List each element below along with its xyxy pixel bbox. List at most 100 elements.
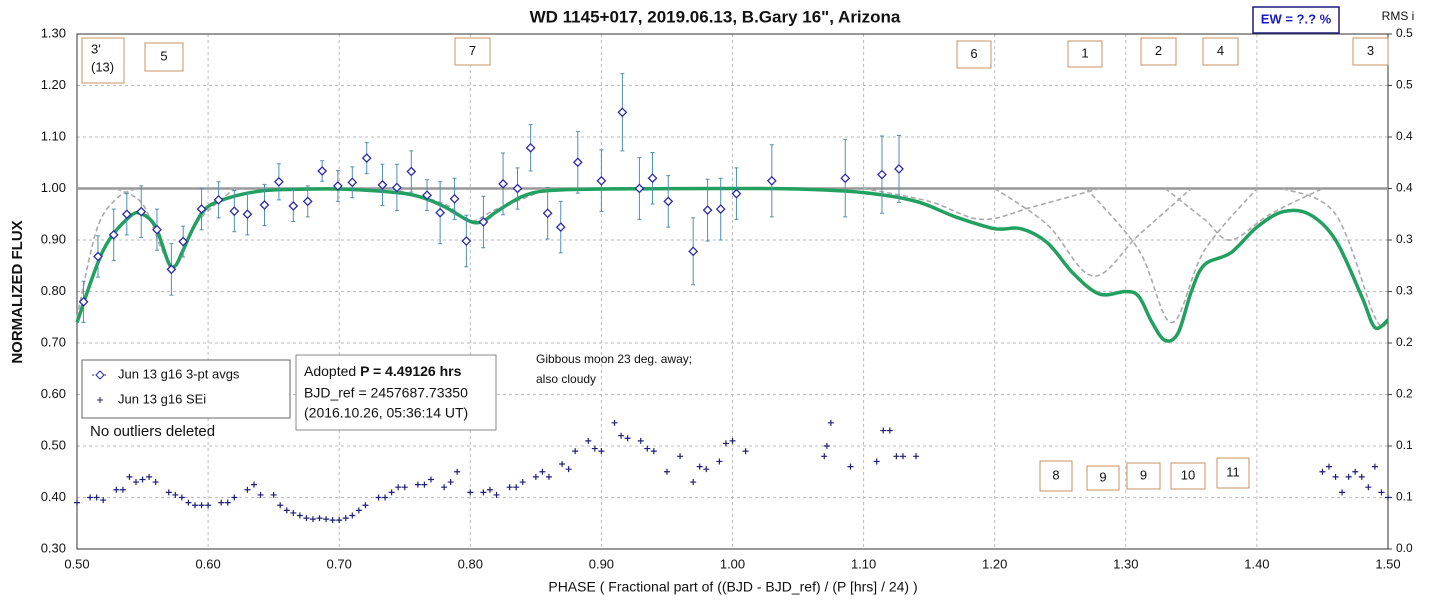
plus-point (690, 479, 697, 486)
y2-tick-label: 0.1 (1396, 490, 1413, 504)
y-tick-label: 0.70 (41, 334, 66, 349)
plus-point (847, 463, 854, 470)
diamond-point (213, 194, 224, 205)
diamond-point (555, 222, 566, 233)
x-tick-label: 1.40 (1244, 556, 1269, 571)
x-tick-label: 1.30 (1113, 556, 1138, 571)
diamond-point (136, 206, 147, 217)
diamond-point (152, 224, 162, 235)
plus-point (572, 448, 579, 455)
plus-point (336, 517, 343, 524)
bjd-date: (2016.10.26, 05:36:14 UT) (304, 405, 468, 421)
plus-point (395, 484, 402, 491)
diamond-point (302, 196, 313, 207)
y2-tick-label: 0.5 (1396, 26, 1413, 40)
diamond-point (317, 166, 328, 176)
plus-point (74, 499, 80, 506)
plus-point (119, 486, 126, 493)
diamond-point (78, 296, 89, 307)
marker-box (1039, 460, 1073, 492)
plus-point (290, 509, 297, 516)
marker-label: 9 (1140, 467, 1147, 482)
marker-label: 6 (970, 46, 977, 61)
diamond-point (617, 107, 628, 118)
diamond-point (406, 166, 417, 177)
y-axis-label: NORMALIZED FLUX (9, 220, 26, 363)
plus-point (1365, 484, 1372, 491)
diamond-point (93, 251, 103, 262)
plus-point (677, 453, 684, 460)
y-tick-label: 1.10 (41, 128, 66, 143)
diamond-point (108, 229, 119, 240)
plus-point (244, 486, 251, 493)
ew-label: EW = ?.? % (1261, 11, 1332, 26)
plus-point (1378, 489, 1385, 496)
diamond-point (688, 246, 699, 257)
model-curve (75, 186, 1390, 343)
plus-point (191, 502, 198, 509)
plus-point (519, 479, 526, 486)
diamond-point (572, 157, 583, 168)
x-tick-label: 0.90 (589, 556, 614, 571)
marker-label: 4 (1217, 43, 1224, 58)
marker-box (81, 37, 125, 84)
diamond-point (731, 188, 742, 199)
plus-point (532, 473, 539, 480)
plus-point (277, 502, 284, 509)
plus-point (185, 499, 192, 506)
y-tick-label: 0.90 (41, 231, 66, 246)
plus-point (611, 419, 618, 426)
legend-diamond (95, 370, 105, 380)
diamond-point (242, 209, 253, 220)
plus-point (303, 515, 310, 522)
x-tick-label: 1.00 (720, 556, 745, 571)
plus-point (1358, 473, 1365, 480)
diamond-point (663, 196, 674, 207)
marker-label: 11 (1226, 464, 1240, 479)
plus-point (1345, 473, 1352, 480)
plus-point (618, 432, 625, 439)
diamond-point (715, 204, 726, 215)
plus-point (480, 489, 487, 496)
plus-point (447, 479, 454, 486)
diamond-point (525, 142, 536, 153)
marker-box (1352, 37, 1389, 66)
legend-label: Jun 13 g16 3-pt avgs (118, 366, 240, 381)
marker-label: 3' (91, 41, 101, 56)
plus-point (722, 440, 729, 447)
legend-box (81, 359, 291, 419)
model-component (863, 187, 1100, 221)
plus-point (703, 466, 710, 473)
marker-box (1170, 462, 1206, 490)
y-tick-label: 0.60 (41, 386, 66, 401)
y-tick-label: 1.30 (41, 25, 66, 40)
legend-label: Jun 13 g16 SEi (118, 391, 206, 406)
plus-point (388, 489, 395, 496)
plus-point (742, 448, 749, 455)
diamond-point (196, 204, 207, 215)
plus-point (716, 458, 723, 465)
plus-point (427, 476, 434, 483)
plus-point (349, 512, 356, 519)
chart-title: WD 1145+017, 2019.06.13, B.Gary 16", Ari… (530, 7, 901, 26)
marker-label: 9 (1099, 469, 1106, 484)
moon-note: also cloudy (536, 372, 596, 386)
period-box (295, 354, 497, 431)
diamond-point (498, 178, 508, 189)
x-axis-label: PHASE ( Fractional part of ((BJD - BJD_r… (548, 579, 917, 595)
plus-point (1385, 494, 1391, 501)
plus-point (823, 443, 830, 449)
plus-point (355, 507, 362, 514)
plus-point (486, 486, 493, 493)
y2-tick-label: 0.4 (1396, 181, 1413, 195)
diamond-point (435, 207, 446, 218)
plus-point (827, 419, 834, 426)
plus-point (565, 466, 572, 473)
plus-point (886, 427, 893, 434)
plus-point (1326, 463, 1333, 470)
x-tick-label: 1.10 (851, 556, 876, 571)
plus-point (650, 448, 657, 455)
model-component (1164, 187, 1323, 241)
plus-point (296, 512, 303, 519)
plus-point (329, 517, 336, 524)
